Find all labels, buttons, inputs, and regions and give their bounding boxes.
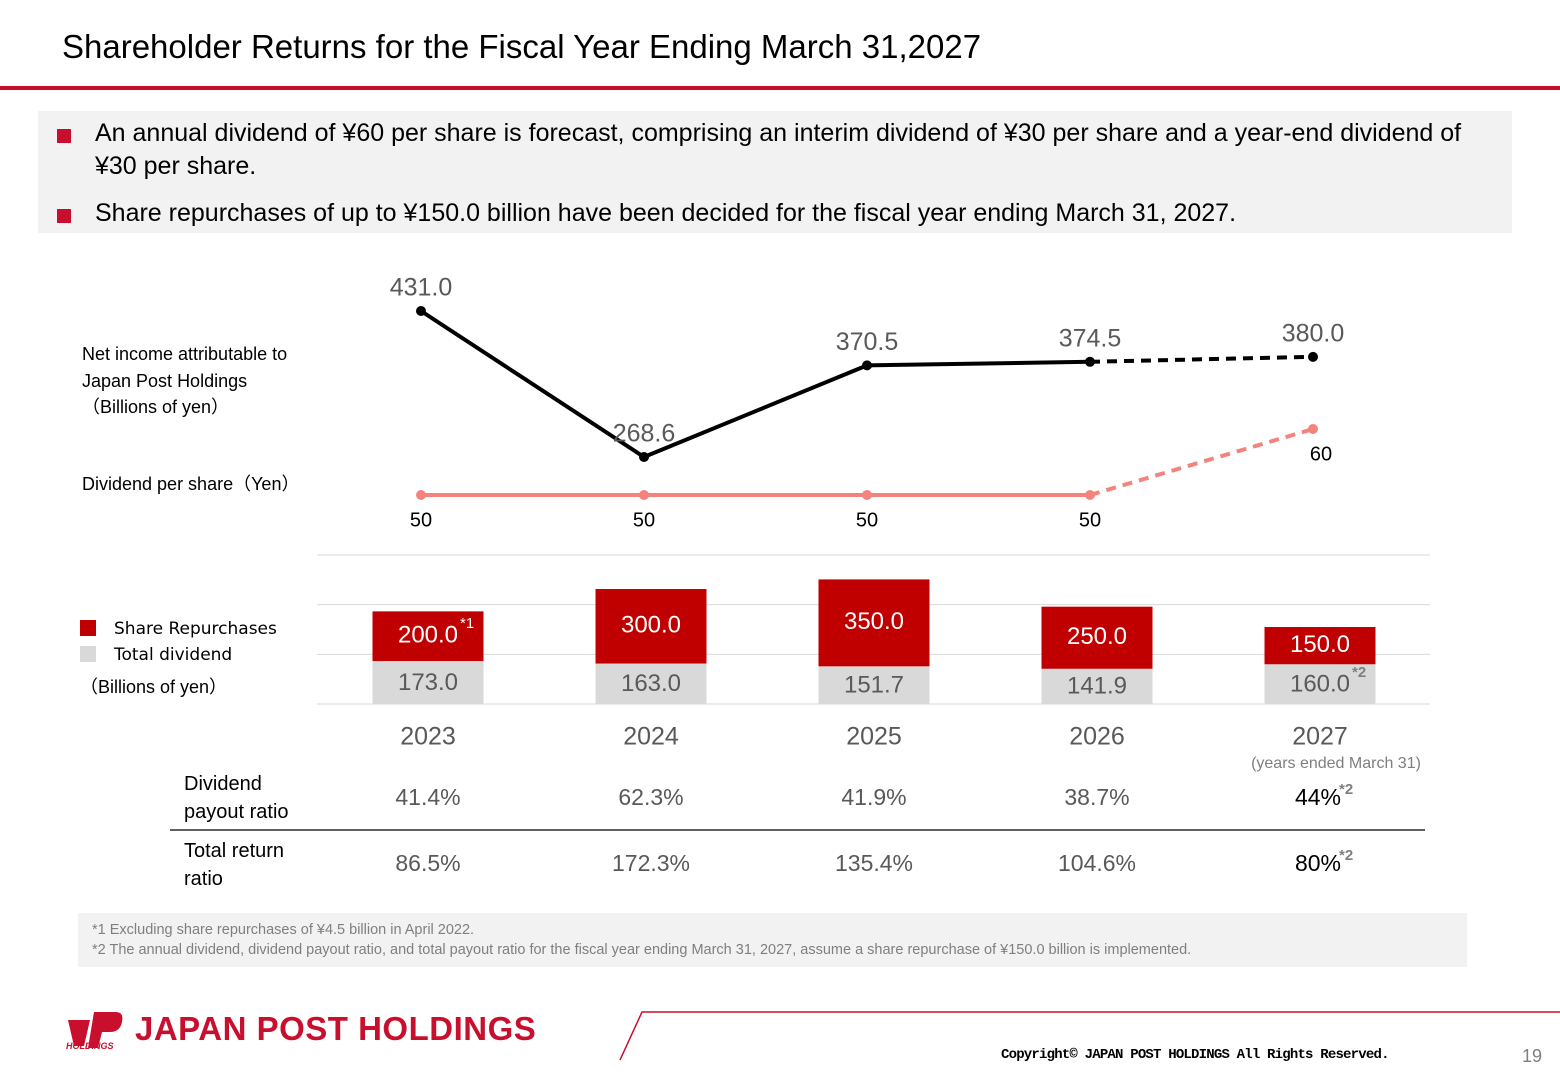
x-tick-label: 2023 [400,723,456,751]
line-forecast [1089,354,1314,364]
data-label: 150.0 [1290,631,1350,658]
data-label: 50 [856,509,878,531]
row-label: Dividend payout ratio [184,773,289,823]
data-label: 380.0 [1282,319,1345,347]
note-mark: *1 [460,615,474,632]
data-label: 60 [1310,443,1332,465]
legend-swatch [80,620,96,636]
x-tick-label: 2026 [1069,723,1125,751]
table-cell: 86.5% [395,850,460,876]
line-point [639,490,649,500]
cell-value: 172.3% [612,850,690,876]
cell-value: 41.4% [395,784,460,810]
data-label: 370.5 [836,328,899,356]
x-tick-label: 2025 [846,723,902,751]
bar-segment [1264,627,1376,665]
data-label: 50 [410,509,432,531]
data-label: 300.0 [621,612,681,639]
footnote: *1 Excluding share repurchases of ¥4.5 b… [92,922,475,938]
bullet: Share repurchases of up to ¥150.0 billio… [57,197,1477,230]
bar-unit: （Billions of yen） [80,677,227,697]
x-tick-label: 2027 [1292,723,1348,751]
footer-rule [619,1011,1560,1061]
cell-value: 86.5% [395,850,460,876]
bar-segment [1264,664,1376,704]
table-cell: 62.3% [618,784,683,810]
bar-segment [818,666,930,704]
line-point [1085,356,1095,367]
data-label: 268.6 [613,420,676,448]
data-label: 141.9 [1067,673,1127,700]
line-point [1308,424,1318,434]
data-label: 173.0 [398,669,458,696]
legend-label: Share Repurchases [114,619,277,639]
title-rule [0,86,1560,90]
copyright: Copyright© JAPAN POST HOLDINGS All Right… [1001,1047,1389,1063]
bullet-box [38,111,1512,233]
line-point [416,490,426,500]
slide-title: Shareholder Returns for the Fiscal Year … [62,28,982,65]
bar-segment [372,611,484,662]
series-label: Net income attributable to Japan Post Ho… [82,344,288,391]
data-label: 163.0 [621,670,681,697]
legend-label: Total dividend [113,645,232,665]
line-point [862,360,872,371]
data-label: 50 [633,509,655,531]
logo-mark [68,1012,123,1048]
table-cell: 41.9% [841,784,906,810]
table-cell: 104.6% [1058,850,1136,876]
row-label: Total return ratio [184,840,285,890]
cell-value: 104.6% [1058,850,1136,876]
data-label: 374.5 [1059,324,1122,352]
line [419,309,1091,460]
table-cell: 172.3% [612,850,690,876]
table-cell: 80% [1295,850,1341,876]
x-tick-label: 2024 [623,723,679,751]
footnote: *2 The annual dividend, dividend payout … [92,942,1192,958]
table-cell: 41.4% [395,784,460,810]
data-label: 160.0 [1290,670,1350,697]
series-label: Dividend per share（Yen） [82,474,300,494]
cell-value: 80% [1295,850,1341,876]
line-point [1308,351,1318,362]
footnote-box [78,913,1467,967]
cell-value: 41.9% [841,784,906,810]
bar-segment [818,579,930,667]
bar-segment [595,589,707,664]
bar-segment [595,663,707,704]
note-mark: *2 [1339,781,1353,798]
cell-value: 38.7% [1064,784,1129,810]
table-cell: 44% [1295,784,1341,810]
logo-sub: HOLDINGS [66,1041,114,1051]
x-note: (years ended March 31) [1251,755,1421,772]
table-cell: 38.7% [1064,784,1129,810]
line-point [862,490,872,500]
note-mark: *2 [1352,664,1366,681]
table-cell: 135.4% [835,850,913,876]
line-point [416,306,426,316]
bar-segment [1041,606,1153,669]
data-label: 250.0 [1067,623,1127,650]
logo-text: JAPAN POST HOLDINGS [135,1010,537,1047]
note-mark: *2 [1339,847,1353,864]
data-label: 350.0 [844,608,904,635]
page-number: 19 [1522,1046,1543,1066]
line-point [1085,490,1095,500]
series-unit: （Billions of yen） [82,397,230,417]
cell-value: 62.3% [618,784,683,810]
data-label: 50 [1079,509,1101,531]
cell-value: 135.4% [835,850,913,876]
line-forecast [1089,427,1314,497]
cell-value: 44% [1295,784,1341,810]
bullet: An annual dividend of ¥60 per share is f… [57,117,1477,183]
legend-swatch [80,646,96,662]
data-label: 151.7 [844,672,904,699]
data-label: 431.0 [390,274,453,302]
data-label: 200.0 [398,622,458,649]
bar-segment [372,661,484,704]
bar-segment [1041,668,1153,704]
line-point [639,452,649,462]
